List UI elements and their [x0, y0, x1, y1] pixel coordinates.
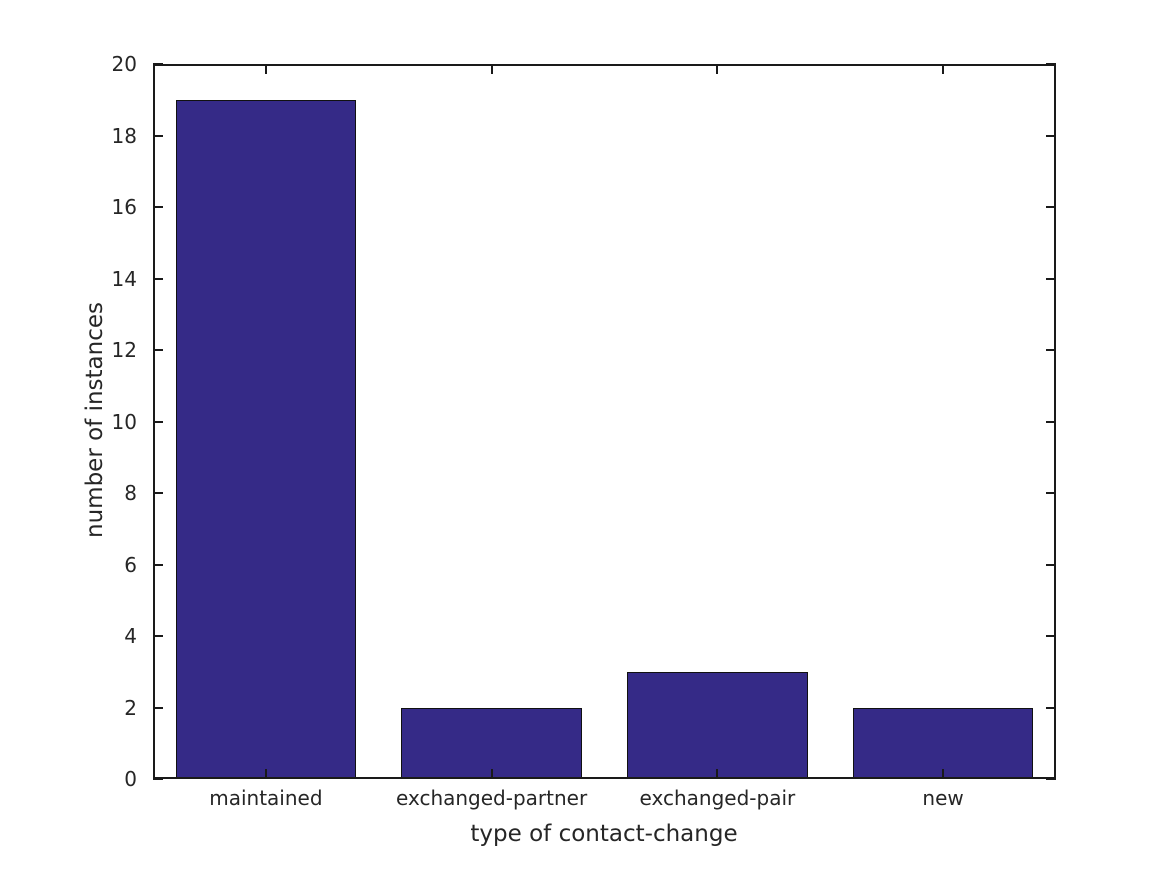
- x-tick-mark-top: [264, 64, 267, 74]
- y-tick-mark-right: [1046, 635, 1056, 637]
- y-tick-label: 14: [111, 266, 137, 291]
- bar: [175, 99, 357, 779]
- x-tick-mark-bottom: [716, 769, 719, 779]
- y-tick-mark-right: [1046, 420, 1056, 423]
- y-tick-mark-left: [153, 778, 163, 780]
- x-tick-mark-top: [716, 64, 719, 74]
- x-tick-mark-bottom: [490, 769, 493, 779]
- x-tick-mark-top: [490, 64, 493, 74]
- x-tick-label: new: [922, 786, 964, 810]
- y-tick-label: 8: [124, 481, 137, 505]
- y-tick-mark-right: [1046, 778, 1056, 780]
- y-tick-mark-left: [153, 134, 163, 137]
- y-tick-label: 2: [124, 695, 137, 720]
- y-tick-mark-left: [153, 420, 163, 423]
- x-tick-label: exchanged-pair: [639, 786, 796, 810]
- y-tick-mark-left: [153, 635, 163, 637]
- y-tick-mark-right: [1046, 206, 1056, 208]
- bar: [627, 671, 808, 779]
- y-tick-mark-left: [153, 492, 163, 494]
- y-tick-label: 16: [111, 195, 137, 219]
- y-tick-mark-right: [1046, 134, 1056, 137]
- y-tick-label: 0: [124, 767, 137, 791]
- y-tick-label: 4: [124, 624, 137, 648]
- y-tick-mark-left: [153, 563, 163, 566]
- y-tick-mark-right: [1046, 492, 1056, 494]
- y-tick-label: 12: [111, 338, 137, 362]
- bar: [852, 707, 1034, 779]
- x-tick-label: maintained: [209, 786, 323, 810]
- y-tick-mark-left: [153, 63, 163, 65]
- y-tick-label: 20: [111, 52, 137, 76]
- y-tick-mark-right: [1046, 706, 1056, 709]
- x-tick-mark-top: [942, 64, 945, 74]
- y-tick-mark-right: [1046, 277, 1056, 280]
- x-tick-label: exchanged-partner: [396, 786, 588, 810]
- y-tick-mark-left: [153, 206, 163, 208]
- x-tick-mark-bottom: [264, 769, 267, 779]
- y-tick-label: 10: [111, 409, 137, 434]
- plot-area: [153, 63, 1056, 780]
- y-tick-label: 18: [111, 123, 137, 148]
- x-tick-mark-bottom: [942, 769, 945, 779]
- y-tick-mark-right: [1046, 349, 1056, 351]
- y-tick-mark-left: [153, 349, 163, 351]
- y-tick-mark-right: [1046, 63, 1056, 65]
- y-tick-mark-right: [1046, 563, 1056, 566]
- y-tick-mark-left: [153, 277, 163, 280]
- y-tick-label: 6: [124, 552, 137, 577]
- x-axis-label: type of contact-change: [470, 821, 738, 847]
- y-tick-mark-left: [153, 706, 163, 709]
